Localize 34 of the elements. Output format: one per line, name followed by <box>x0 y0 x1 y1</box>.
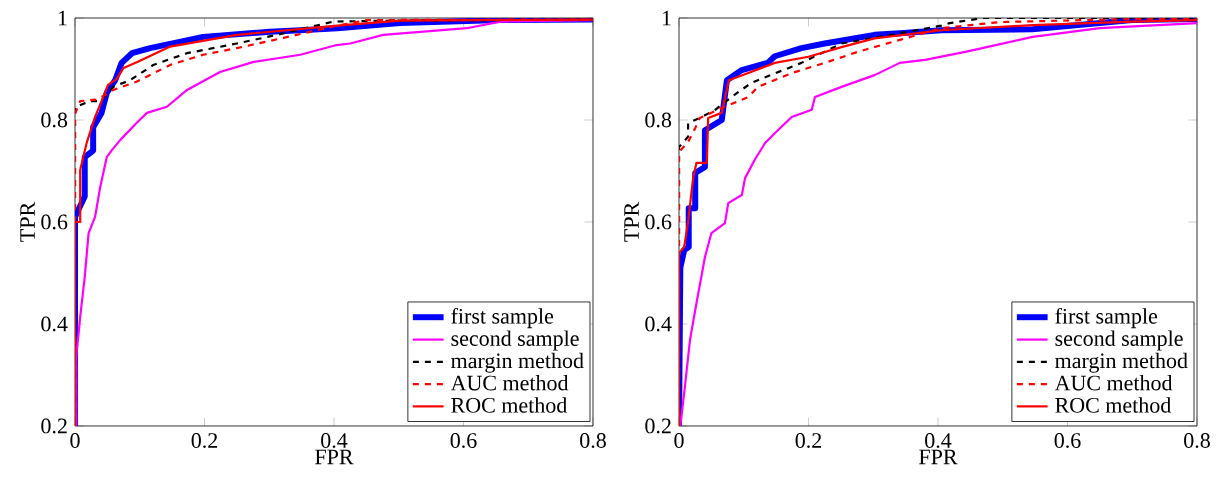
x-tick-label: 0.4 <box>925 433 952 448</box>
y-tick-label: 0.4 <box>41 316 68 332</box>
x-tick-label: 0.2 <box>191 433 218 448</box>
legend-label: first sample <box>451 307 554 329</box>
legend-label: margin method <box>451 352 584 373</box>
x-tick-label: 0.6 <box>450 433 477 448</box>
legend-label: ROC method <box>1055 397 1172 413</box>
y-axis-title: TPR <box>624 201 639 242</box>
y-tick-label: 0.6 <box>41 214 68 230</box>
legend-label: AUC method <box>1054 375 1173 391</box>
y-tick-label: 0.4 <box>645 316 672 332</box>
x-tick-label: 0.4 <box>321 433 348 448</box>
x-tick-label: 0.2 <box>795 433 822 448</box>
y-tick-label: 0.8 <box>645 112 672 128</box>
y-tick-label: 0.2 <box>645 418 671 434</box>
legend-label: second sample <box>451 330 579 351</box>
legend-label: second sample <box>1055 330 1183 351</box>
y-tick-label: 1 <box>58 10 67 26</box>
legend-label: first sample <box>1055 307 1158 329</box>
x-tick-label: 0 <box>70 433 80 448</box>
x-tick-label: 0 <box>674 433 684 448</box>
y-axis-title: TPR <box>20 201 35 242</box>
x-tick-label: 0.8 <box>1184 433 1210 448</box>
y-tick-label: 1 <box>662 10 671 26</box>
legend-label: ROC method <box>451 397 568 413</box>
legend-label: AUC method <box>450 375 569 391</box>
x-axis-title: FPR <box>315 449 354 465</box>
x-axis-title: FPR <box>919 449 958 465</box>
x-tick-label: 0.8 <box>580 433 606 448</box>
y-tick-label: 0.6 <box>645 214 672 230</box>
y-tick-label: 0.8 <box>41 112 68 128</box>
x-tick-label: 0.6 <box>1054 433 1081 448</box>
legend-label: margin method <box>1055 352 1188 373</box>
y-tick-label: 0.2 <box>41 418 67 434</box>
